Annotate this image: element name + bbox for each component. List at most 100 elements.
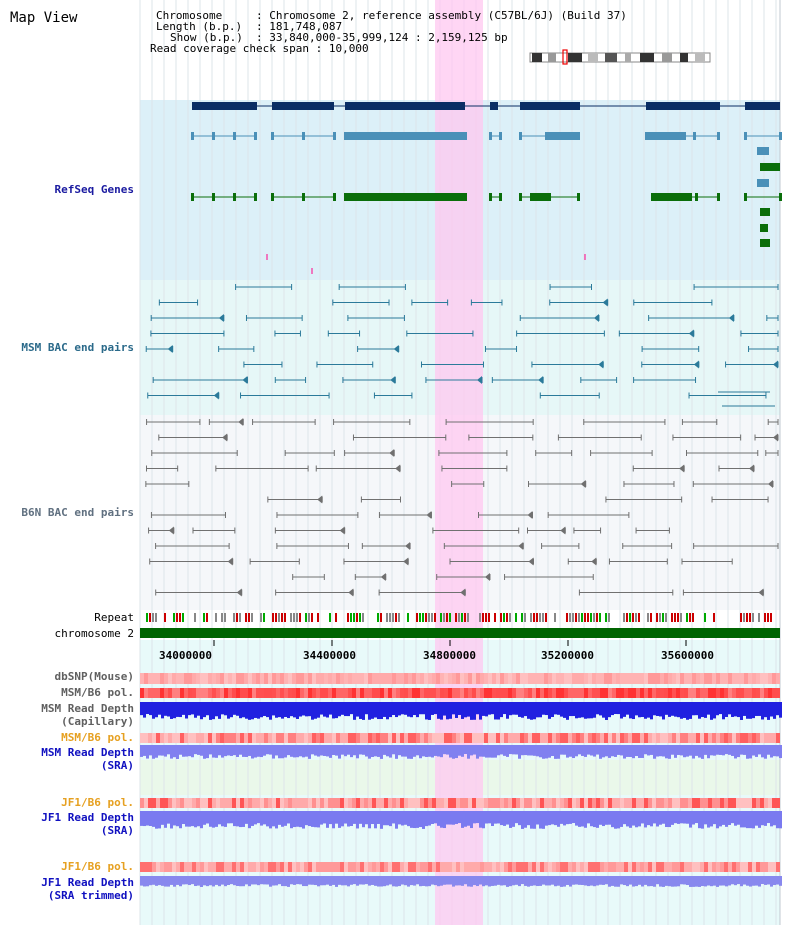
heat-cell bbox=[736, 688, 740, 698]
heat-cell bbox=[228, 688, 232, 698]
depth-bar bbox=[218, 876, 221, 887]
gene-exon bbox=[302, 132, 305, 140]
b6n-bac-end-pairs-label[interactable]: B6N BAC end pairs bbox=[21, 506, 134, 519]
heat-cell bbox=[600, 798, 604, 808]
heat-cell bbox=[180, 673, 184, 684]
depth-bar bbox=[437, 811, 440, 826]
depth-bar bbox=[188, 702, 191, 716]
depth-bar bbox=[485, 702, 488, 717]
depth-bar bbox=[530, 811, 533, 829]
depth-bar bbox=[725, 811, 728, 827]
depth-bar bbox=[470, 876, 473, 887]
repeat-mark bbox=[305, 613, 307, 622]
depth-bar bbox=[449, 745, 452, 758]
depth-bar bbox=[473, 876, 476, 886]
heat-cell bbox=[452, 862, 456, 872]
depth-bar bbox=[686, 702, 689, 720]
depth-bar bbox=[230, 702, 233, 718]
heat-cell bbox=[500, 862, 504, 872]
repeat-mark bbox=[743, 613, 745, 622]
heat-cell bbox=[452, 688, 456, 698]
depth-bar bbox=[410, 702, 413, 718]
heat-cell bbox=[320, 862, 324, 872]
heat-cell bbox=[228, 673, 232, 684]
depth-bar bbox=[254, 745, 257, 758]
gene-block bbox=[757, 147, 769, 155]
heat-cell bbox=[296, 733, 300, 743]
heat-cell bbox=[684, 673, 688, 684]
depth-bar bbox=[152, 811, 155, 827]
refseq-genes-label[interactable]: RefSeq Genes bbox=[54, 183, 134, 196]
heat-cell bbox=[160, 862, 164, 872]
depth-bar bbox=[680, 876, 683, 885]
depth-bar bbox=[545, 745, 548, 759]
heat-cell bbox=[628, 673, 632, 684]
depth-bar bbox=[164, 811, 167, 828]
depth-bar bbox=[593, 745, 596, 757]
depth-bar bbox=[344, 876, 347, 886]
depth-bar bbox=[407, 702, 410, 717]
heat-cell bbox=[276, 862, 280, 872]
depth-bar bbox=[614, 876, 617, 887]
depth-bar bbox=[302, 876, 305, 887]
repeat-mark bbox=[221, 613, 223, 622]
gene-exon bbox=[191, 132, 194, 140]
heat-cell bbox=[684, 688, 688, 698]
repeat-mark bbox=[680, 613, 682, 622]
repeat-mark bbox=[626, 613, 628, 622]
heat-cell bbox=[500, 798, 504, 808]
heat-cell bbox=[612, 733, 616, 743]
depth-bar bbox=[155, 876, 158, 886]
depth-bar bbox=[299, 702, 302, 717]
depth-bar bbox=[710, 811, 713, 827]
depth-bar bbox=[194, 745, 197, 755]
heat-cell bbox=[440, 798, 444, 808]
depth-bar bbox=[170, 745, 173, 759]
msm-bac-end-pairs-label[interactable]: MSM BAC end pairs bbox=[21, 341, 134, 354]
depth-bar bbox=[668, 811, 671, 828]
heat-cell bbox=[596, 688, 600, 698]
heat-cell bbox=[540, 688, 544, 698]
heat-cell bbox=[492, 688, 496, 698]
heat-cell bbox=[536, 688, 540, 698]
heat-cell bbox=[648, 688, 652, 698]
heat-cell bbox=[480, 673, 484, 684]
heat-cell bbox=[672, 862, 676, 872]
depth-bar bbox=[179, 745, 182, 755]
depth-bar bbox=[290, 745, 293, 757]
heat-cell bbox=[164, 733, 168, 743]
b6n-bac-pair-end bbox=[528, 557, 534, 566]
depth-bar bbox=[377, 876, 380, 887]
depth-bar bbox=[275, 811, 278, 829]
heat-cell bbox=[520, 688, 524, 698]
heat-cell bbox=[640, 688, 644, 698]
heat-cell bbox=[396, 733, 400, 743]
heat-cell bbox=[276, 688, 280, 698]
depth-bar bbox=[182, 745, 185, 757]
depth-bar bbox=[332, 876, 335, 885]
msm-b6-pol-sra-label: MSM/B6 pol. bbox=[61, 731, 134, 744]
heat-cell bbox=[420, 688, 424, 698]
depth-bar bbox=[707, 745, 710, 759]
repeat-mark bbox=[572, 613, 574, 622]
depth-bar bbox=[548, 702, 551, 719]
heat-cell bbox=[388, 798, 392, 808]
heat-cell bbox=[316, 688, 320, 698]
heat-cell bbox=[196, 798, 200, 808]
depth-bar bbox=[695, 811, 698, 824]
msm-read-depth-capillary-sublabel: (Capillary) bbox=[61, 715, 134, 728]
depth-bar bbox=[326, 811, 329, 828]
heat-cell bbox=[244, 733, 248, 743]
heat-cell bbox=[376, 673, 380, 684]
heat-cell bbox=[424, 862, 428, 872]
heat-cell bbox=[468, 688, 472, 698]
depth-bar bbox=[743, 876, 746, 885]
repeat-mark bbox=[593, 613, 595, 622]
depth-bar bbox=[518, 811, 521, 826]
heat-cell bbox=[552, 688, 556, 698]
depth-bar bbox=[587, 745, 590, 755]
heat-cell bbox=[764, 688, 768, 698]
depth-bar bbox=[596, 811, 599, 828]
heat-cell bbox=[340, 673, 344, 684]
depth-bar bbox=[611, 811, 614, 828]
